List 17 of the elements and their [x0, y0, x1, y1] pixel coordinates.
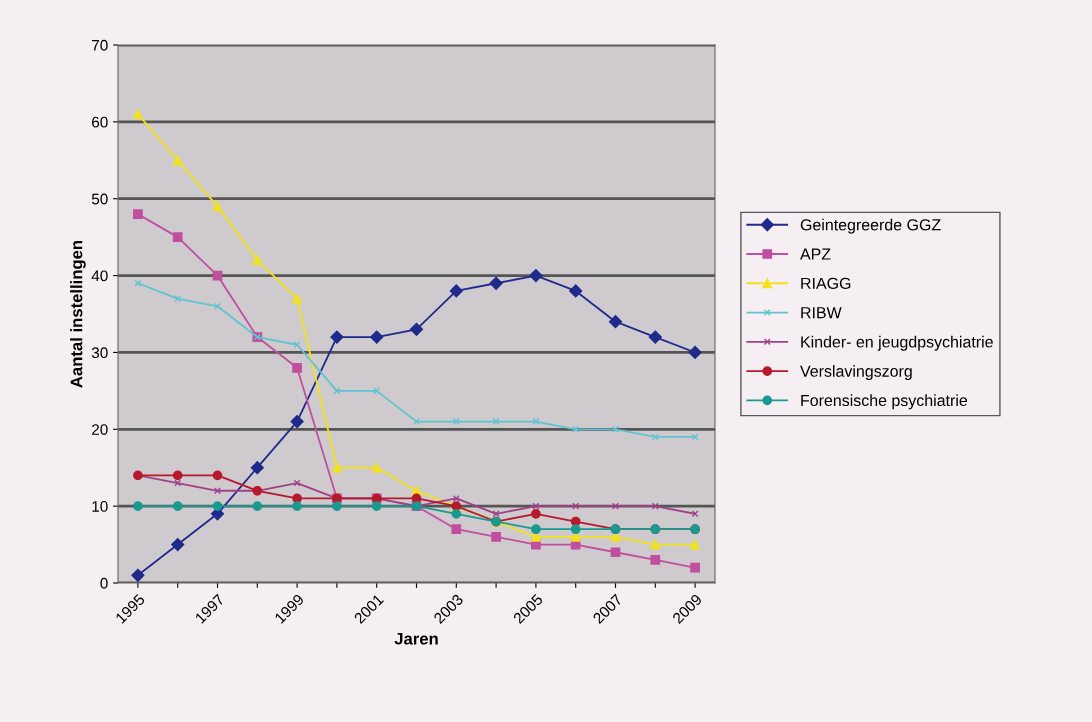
y-tick-label: 50 [91, 193, 108, 205]
y-tick-label: 30 [91, 347, 108, 359]
y-axis-title: Aantal instellingen [70, 240, 86, 388]
legend-label: Kinder- en jeugdpsychiatrie [801, 335, 993, 351]
y-tick-label: 40 [91, 270, 108, 282]
x-axis-title: Jaren [394, 632, 438, 645]
legend-label: RIAGG [801, 277, 851, 290]
y-tick-label: 10 [92, 501, 108, 512]
legend-label: Verslavingszorg [800, 365, 912, 380]
legend-label: Geintegreerde GGZ [800, 218, 941, 234]
legend-label: Forensische psychiatrie [801, 394, 968, 410]
y-tick-label: 0 [100, 577, 108, 589]
y-tick-label: 20 [92, 424, 108, 435]
y-tick-label: 70 [92, 39, 108, 51]
legend-label: RIBW [801, 307, 842, 319]
y-tick-label: 60 [92, 116, 108, 128]
legend-label: APZ [800, 248, 831, 260]
